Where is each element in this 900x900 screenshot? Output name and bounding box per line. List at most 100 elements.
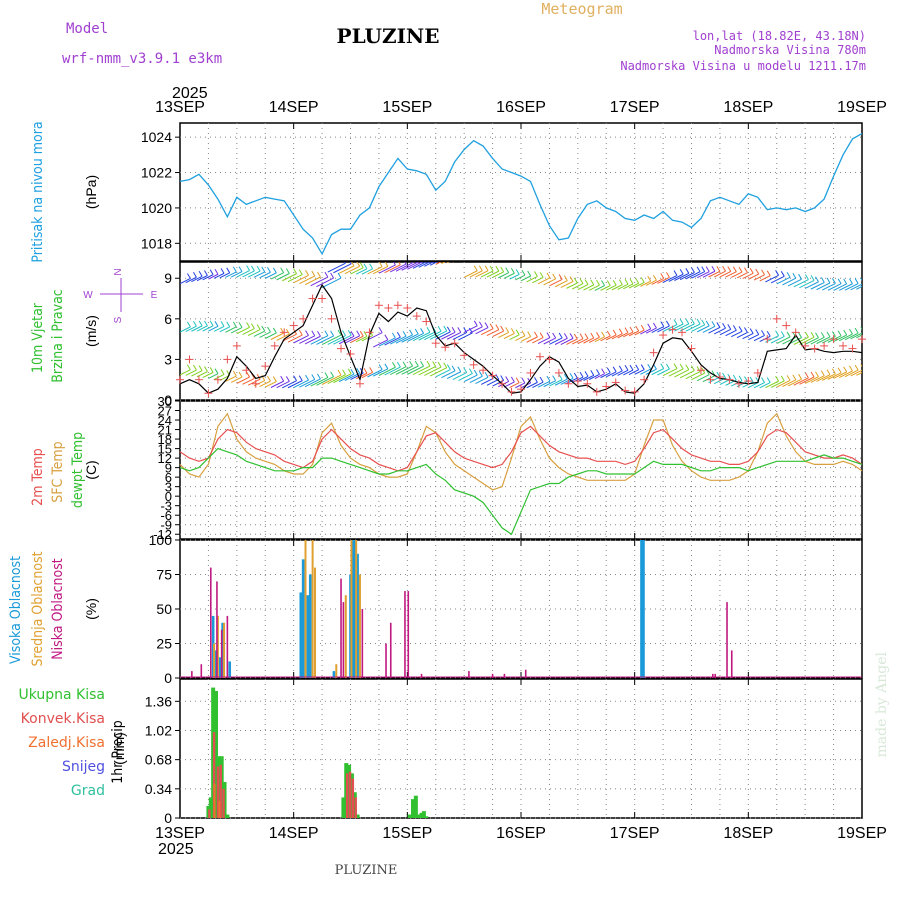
cloud-bar-high bbox=[228, 661, 232, 678]
wind-barb bbox=[839, 370, 853, 378]
wind-barb bbox=[503, 272, 515, 279]
wind-barb bbox=[765, 274, 779, 283]
wind-barb bbox=[537, 277, 551, 285]
wind-barb bbox=[668, 273, 684, 282]
wind-barb bbox=[515, 335, 526, 342]
y-tick-label: 24 bbox=[158, 413, 172, 428]
wind-barb-flag bbox=[624, 278, 629, 285]
cloud-bar-low bbox=[340, 578, 342, 678]
wind-barb bbox=[282, 273, 297, 282]
wind-axis-label: 10m Vjetar bbox=[30, 302, 46, 373]
wind-barb-flag bbox=[601, 368, 606, 374]
wind-barb-flag bbox=[854, 278, 859, 284]
wind-barb-flag bbox=[484, 372, 489, 378]
wind-barb-flag bbox=[280, 267, 285, 273]
wind-barb-flag bbox=[298, 269, 303, 275]
wind-barb bbox=[338, 335, 355, 345]
wind-barb bbox=[412, 365, 431, 376]
unit-label: (C) bbox=[83, 460, 99, 479]
wind-barb-flag bbox=[584, 333, 589, 339]
wind-barb-flag bbox=[690, 267, 695, 273]
wind-barb bbox=[839, 283, 853, 291]
x-tick-label-top: 15SEP bbox=[382, 99, 432, 116]
wind-barb-flag bbox=[596, 279, 600, 286]
wind-barb bbox=[463, 374, 478, 383]
wind-barb-flag bbox=[867, 326, 870, 331]
wind-barb-flag bbox=[579, 371, 584, 378]
wind-barb bbox=[810, 281, 825, 290]
wind-barb-flag bbox=[409, 360, 414, 367]
y-tick-label: 0 bbox=[165, 489, 172, 504]
wind-barb bbox=[390, 366, 407, 376]
wind-barb-flag bbox=[810, 275, 815, 281]
wind-barb bbox=[776, 276, 791, 285]
wind-barb-flag bbox=[447, 252, 450, 257]
precip-bar-total bbox=[411, 799, 416, 818]
wind-barb bbox=[424, 366, 442, 376]
wind-barb bbox=[412, 331, 431, 342]
wind-barb-flag bbox=[867, 364, 870, 369]
wind-barb bbox=[827, 283, 842, 291]
wind-barb-flag bbox=[427, 255, 430, 260]
wind-barb bbox=[515, 274, 526, 281]
wind-barb-flag bbox=[251, 265, 255, 272]
wind-barb bbox=[765, 380, 779, 389]
wind-barb bbox=[566, 338, 578, 345]
unit-label: (mm) bbox=[111, 732, 127, 765]
wind-barb-flag bbox=[369, 367, 374, 373]
wind-barb bbox=[856, 334, 862, 339]
wind-barb bbox=[554, 378, 568, 386]
wind-barb-flag bbox=[478, 371, 483, 377]
wind-barb bbox=[833, 371, 847, 379]
wind-barb-flag bbox=[629, 364, 634, 371]
precip-legend-item: Grad bbox=[71, 783, 105, 799]
wind-barb-flag bbox=[563, 275, 568, 281]
x-tick-label-bottom: 17SEP bbox=[610, 825, 660, 842]
wind-barb-flag bbox=[612, 366, 617, 373]
wind-barb-flag bbox=[437, 361, 442, 368]
wind-barb-flag bbox=[204, 320, 208, 327]
wind-barb-flag bbox=[311, 270, 316, 277]
y-tick-label: 25 bbox=[156, 636, 172, 652]
wind-barb bbox=[299, 379, 316, 388]
wind-barb bbox=[742, 272, 754, 279]
wind-barb-flag bbox=[569, 333, 574, 339]
wind-barb bbox=[804, 337, 819, 345]
wind-barb bbox=[475, 327, 489, 335]
wind-barb bbox=[424, 262, 435, 267]
wind-barb-flag bbox=[755, 268, 760, 275]
year-label-top: 2025 bbox=[172, 85, 208, 102]
wind-barb-flag bbox=[629, 326, 634, 333]
wind-barb bbox=[230, 271, 243, 278]
wind-barb bbox=[350, 335, 364, 343]
wind-barb bbox=[287, 380, 303, 389]
wind-barb bbox=[247, 329, 261, 336]
wind-barb bbox=[702, 375, 716, 383]
wind-barb-flag bbox=[209, 367, 214, 373]
panel-pressure: 1018 1020 1022 1024 (hPa) bbox=[83, 122, 863, 262]
wind-barb bbox=[230, 376, 243, 383]
cloud-bar-low bbox=[491, 673, 494, 678]
wind-barb-flag bbox=[330, 371, 335, 377]
wind-barb-flag bbox=[414, 360, 419, 367]
wind-barb-flag bbox=[722, 322, 727, 329]
precip-bar-total bbox=[416, 814, 421, 818]
cloud-bar-high bbox=[306, 595, 310, 678]
cloud-bar-low bbox=[220, 629, 223, 678]
wind-barb bbox=[651, 326, 664, 333]
wind-barb bbox=[469, 375, 483, 384]
wind-barb bbox=[407, 332, 424, 342]
wind-barb-flag bbox=[469, 250, 472, 255]
wind-barb bbox=[480, 270, 494, 278]
wind-barb-flag bbox=[837, 330, 842, 337]
y-tick-label: 18 bbox=[158, 432, 172, 447]
wind-barb bbox=[583, 337, 595, 344]
wind-barb-flag bbox=[679, 363, 684, 370]
wind-barb bbox=[640, 368, 651, 375]
wind-barb bbox=[736, 332, 748, 339]
wind-barb-flag bbox=[193, 320, 197, 327]
cloud-bar-mid bbox=[335, 664, 338, 678]
wind-barb-flag bbox=[837, 367, 842, 374]
compass-w: W bbox=[83, 290, 93, 301]
